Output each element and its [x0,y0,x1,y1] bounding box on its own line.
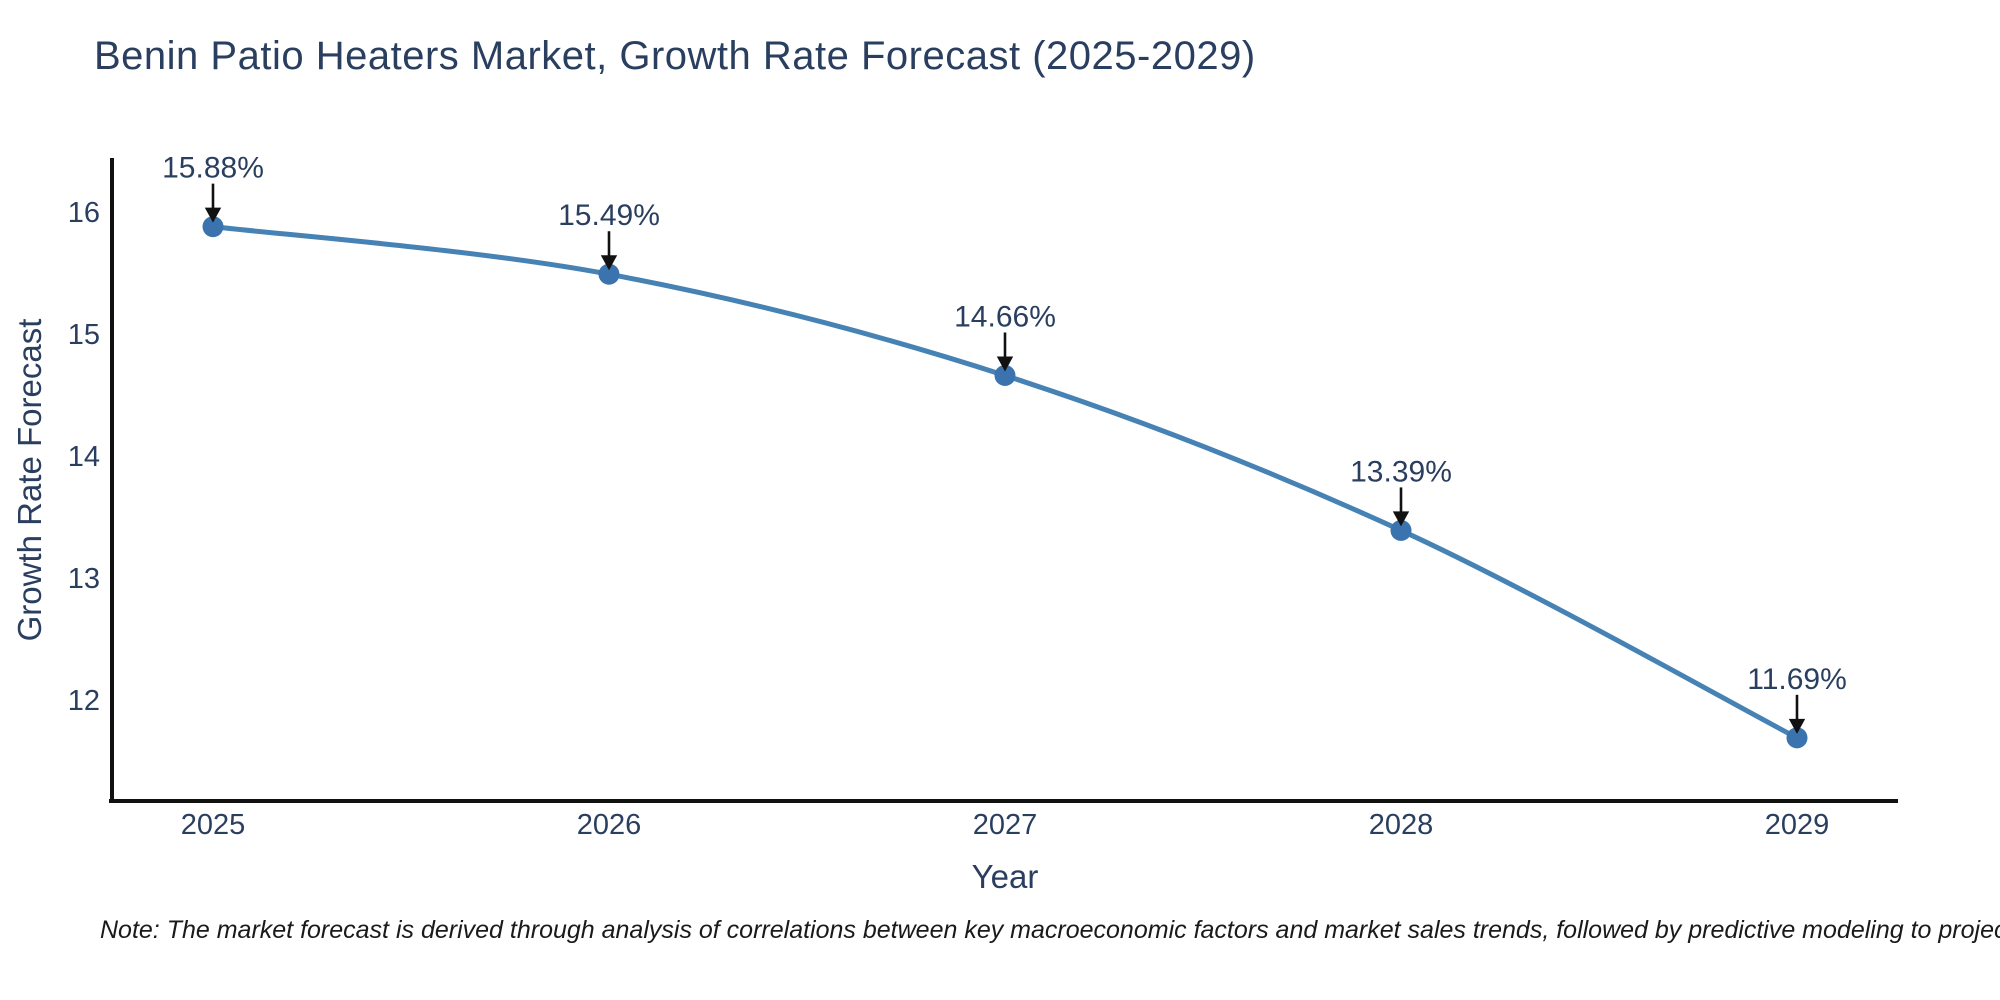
annotation-arrowhead [600,255,618,271]
footnote: Note: The market forecast is derived thr… [100,916,2000,944]
data-point-2026[interactable] [598,263,620,285]
x-axis-title: Year [971,858,1039,895]
y-tick-label: 16 [68,197,100,229]
x-tick-label: 2029 [1765,809,1830,841]
data-point-2027[interactable] [994,364,1016,386]
y-axis-title: Growth Rate Forecast [11,318,48,642]
chart-title: Benin Patio Heaters Market, Growth Rate … [94,34,1256,78]
point-label: 15.49% [558,199,660,232]
y-tick-label: 15 [68,319,100,351]
point-label: 15.88% [162,152,264,185]
annotation-arrowhead [1788,718,1806,734]
y-tick-label: 12 [68,685,100,717]
annotation-arrowhead [996,356,1014,372]
x-tick-label: 2026 [577,809,642,841]
annotation-arrowhead [1392,511,1410,527]
axes [109,158,1898,803]
y-tick-label: 13 [68,563,100,595]
annotation-arrowhead [204,207,222,223]
data-point-2025[interactable] [202,216,224,238]
x-tick-label: 2028 [1369,809,1434,841]
x-tick-label: 2025 [181,809,246,841]
x-tick-label: 2027 [973,809,1038,841]
data-point-2028[interactable] [1390,519,1412,541]
y-tick-label: 14 [68,441,100,473]
tick-labels: 16 15 14 13 12 2025 2026 2027 2028 2029 [68,197,1830,841]
point-label: 14.66% [954,300,1056,333]
data-point-2029[interactable] [1786,727,1808,749]
point-label: 13.39% [1350,455,1452,488]
point-label: 11.69% [1747,663,1847,696]
point-annotations: 15.88% 15.49% 14.66% 13.39% 11.69% [162,152,1847,734]
series-growth-rate-forecast [202,216,1808,749]
